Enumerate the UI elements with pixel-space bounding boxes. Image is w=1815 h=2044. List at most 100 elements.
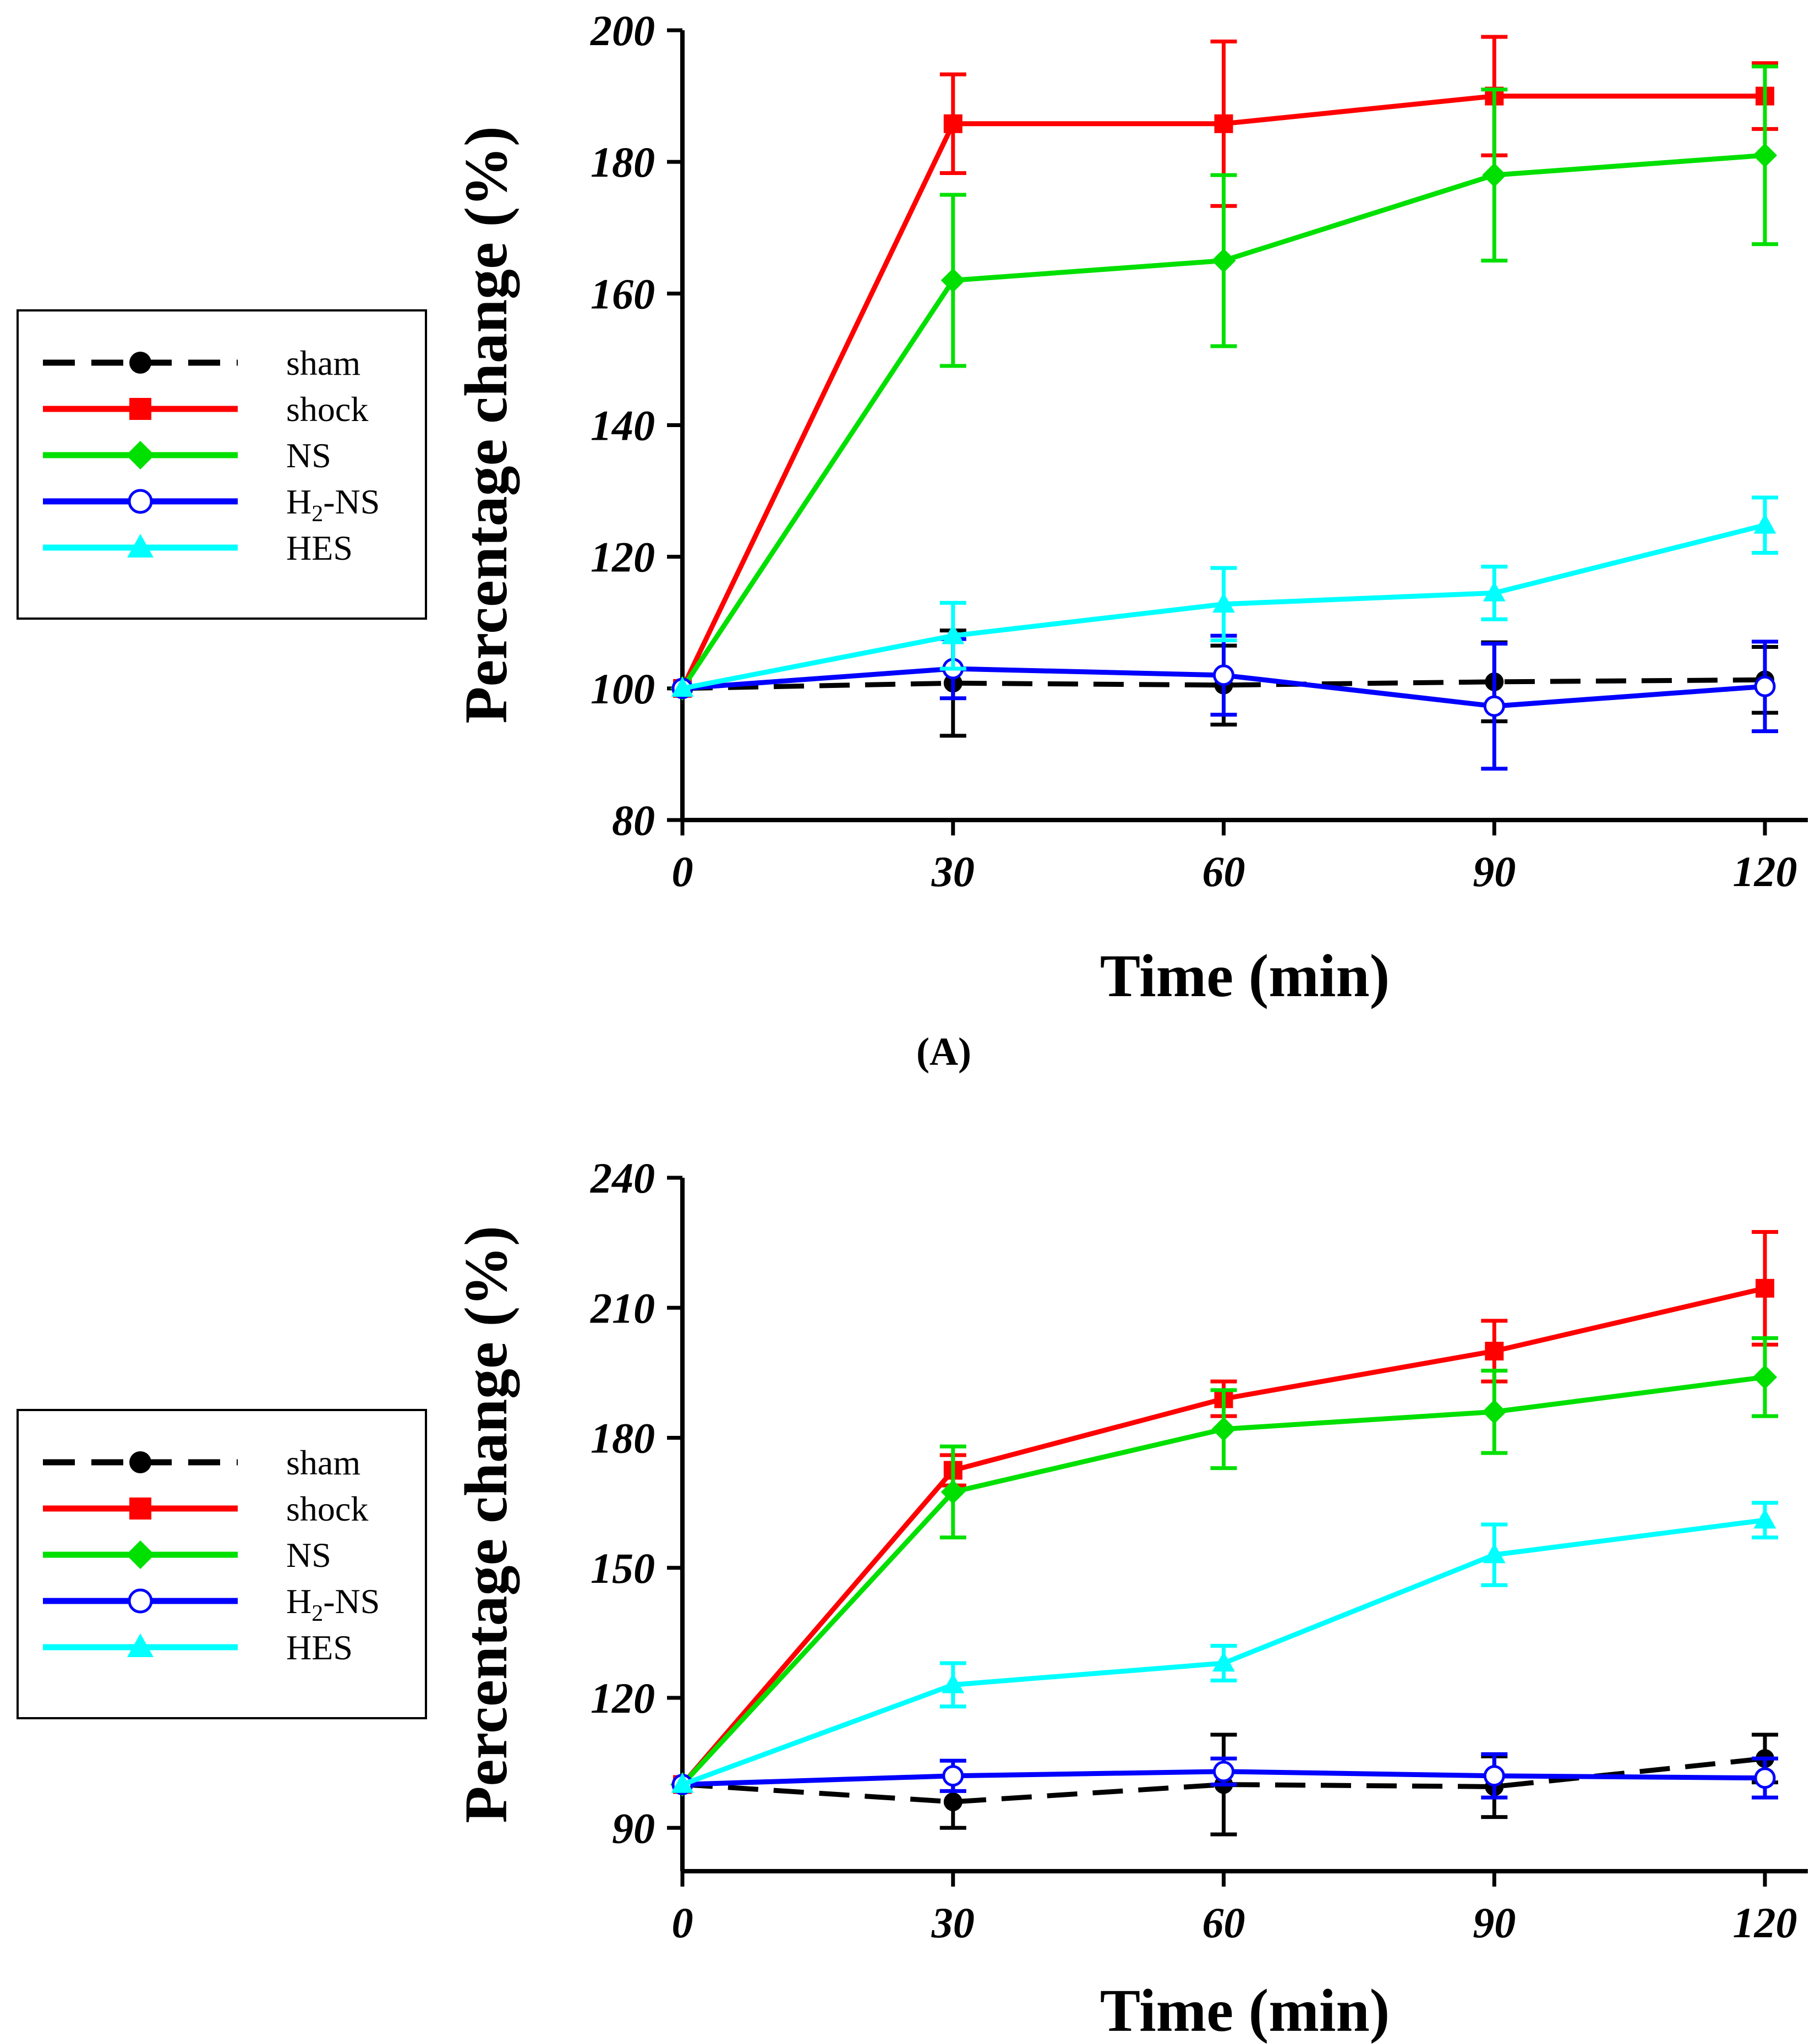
data-point — [943, 1792, 963, 1811]
legend-label: NS — [286, 1535, 331, 1575]
legend-item-sham: sham — [43, 343, 360, 382]
x-tick-label: 60 — [1202, 1899, 1245, 1947]
legend-marker — [129, 1451, 151, 1473]
data-point — [1213, 664, 1234, 686]
legend-label: H2-NS — [286, 1582, 380, 1626]
data-point — [1483, 1765, 1505, 1787]
y-tick-label: 120 — [591, 533, 655, 581]
y-tick-label: 140 — [591, 402, 655, 450]
data-point — [942, 1765, 964, 1787]
legend-label: H2-NS — [286, 482, 380, 527]
legend-label: NS — [286, 436, 331, 475]
legend-item-shock: shock — [43, 1489, 368, 1528]
y-tick-label: 100 — [591, 665, 655, 713]
y-tick-label: 160 — [591, 270, 655, 318]
legend-item-shock: shock — [43, 390, 368, 429]
legend-label: shock — [286, 1489, 368, 1528]
data-point — [1212, 1651, 1235, 1672]
legend-label: HES — [286, 1628, 353, 1667]
legend-marker — [128, 489, 153, 514]
data-point — [941, 268, 965, 293]
x-tick-label: 90 — [1473, 1899, 1516, 1947]
series-layer — [670, 35, 1778, 771]
y-tick-label: 210 — [590, 1284, 655, 1332]
data-point — [1483, 695, 1505, 717]
y-axis-title: Percentage change (%) — [452, 126, 520, 723]
legend-item-sham: sham — [43, 1443, 360, 1482]
data-point — [1211, 1417, 1236, 1441]
y-tick-label: 240 — [590, 1154, 655, 1202]
data-point — [1483, 581, 1506, 602]
data-point — [1212, 592, 1235, 613]
legend-label: HES — [286, 528, 353, 567]
legend-label: sham — [286, 343, 360, 382]
legend-marker — [126, 1540, 155, 1569]
data-point — [1754, 675, 1776, 697]
legend-marker — [127, 1633, 154, 1657]
data-point — [671, 1773, 694, 1793]
data-point — [1752, 1365, 1778, 1390]
chart-panel-a: 80 100 120 140 160 180 200 0 30 60 90 120 Percentag… — [452, 7, 1808, 1009]
data-point — [1213, 1761, 1234, 1783]
legend-marker — [126, 441, 155, 469]
legend-item-hes: HES — [43, 1628, 353, 1667]
x-tick-label: 90 — [1473, 848, 1516, 895]
x-tick-label: 30 — [931, 1899, 975, 1947]
series-hes — [671, 495, 1778, 697]
legend-marker — [129, 1498, 151, 1520]
x-tick-label: 60 — [1202, 848, 1245, 895]
y-tick-label: 180 — [591, 1414, 655, 1462]
legend-item-ns: NS — [43, 1535, 331, 1575]
data-point — [1753, 1508, 1776, 1529]
data-point — [1482, 162, 1507, 188]
series-line — [680, 1286, 1766, 1786]
legend-label: shock — [286, 390, 368, 429]
y-axis-title: Percentage change (%) — [452, 1226, 520, 1823]
series-hes — [671, 1501, 1778, 1793]
x-tick-label: 30 — [931, 848, 975, 895]
data-point — [1756, 1278, 1774, 1298]
legend-label: sham — [286, 1443, 360, 1482]
x-tick-label: 120 — [1733, 848, 1797, 895]
legend-box — [17, 309, 427, 620]
data-point — [942, 1673, 965, 1693]
y-tick-label: 180 — [591, 138, 655, 186]
y-tick-label: 120 — [591, 1674, 655, 1722]
x-tick-label: 0 — [672, 848, 693, 895]
legend-item-ns: NS — [43, 436, 331, 475]
data-point — [942, 624, 965, 644]
legend-marker — [129, 352, 151, 374]
data-point — [941, 1479, 965, 1505]
x-axis-title: Time (min) — [1100, 942, 1390, 1009]
legend-box — [17, 1409, 427, 1719]
data-point — [1752, 143, 1778, 168]
axis-ticks: 90 120 150 180 210 240 0 30 60 90 120 — [590, 1154, 1797, 1947]
data-point — [1214, 114, 1233, 133]
x-tick-label: 120 — [1733, 1899, 1797, 1947]
data-point — [1483, 1543, 1506, 1564]
data-point — [1753, 513, 1776, 534]
data-point — [1754, 1767, 1776, 1789]
data-point — [671, 676, 694, 697]
data-point — [1485, 1342, 1504, 1360]
data-point — [943, 114, 963, 133]
data-point — [1211, 248, 1236, 273]
panel-label-a: (A) — [916, 1030, 971, 1074]
legend-item-h2ns: H2-NS — [43, 1582, 380, 1626]
legend-item-hes: HES — [43, 528, 353, 567]
y-tick-label: 200 — [590, 7, 655, 54]
x-tick-label: 0 — [672, 1899, 693, 1947]
legend-marker — [127, 534, 154, 558]
axis-ticks: 80 100 120 140 160 180 200 0 30 60 90 120 — [590, 7, 1797, 895]
series-shock — [673, 1229, 1778, 1794]
legend-marker — [128, 1588, 153, 1614]
series-ns — [670, 64, 1778, 701]
y-tick-label: 150 — [591, 1544, 655, 1592]
chart-panel-b: 90 120 150 180 210 240 0 30 60 90 120 Percentage c… — [452, 1154, 1808, 2044]
series-ns — [670, 1336, 1778, 1797]
